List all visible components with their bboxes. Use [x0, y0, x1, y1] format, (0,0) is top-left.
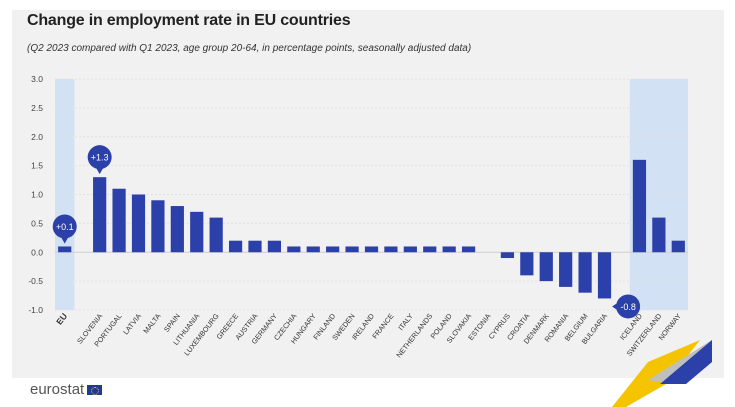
- bar-switzerland: [652, 217, 666, 253]
- callout-pointer: [612, 302, 619, 311]
- callout-label: +0.1: [56, 222, 74, 232]
- bar-greece: [228, 240, 243, 253]
- bars: [58, 159, 685, 299]
- bar-malta: [151, 200, 165, 253]
- callout-label: +1.3: [91, 153, 109, 163]
- ribbon-grey: [648, 340, 712, 384]
- eurostat-ribbon-graphic: [612, 340, 712, 407]
- value-callouts: +0.1 +1.3 -0.8: [52, 145, 641, 319]
- x-label-latvia: LATVIA: [121, 312, 143, 337]
- bar-romania: [559, 252, 573, 287]
- bar-austria: [248, 240, 262, 253]
- y-tick-label: 0.5: [31, 218, 43, 228]
- bar-iceland: [632, 159, 647, 253]
- gridlines: [55, 78, 688, 311]
- bar-netherlands: [423, 246, 437, 253]
- callout-bubble: [87, 145, 112, 170]
- bar-slovakia: [461, 246, 476, 253]
- bar-norway: [671, 240, 685, 253]
- bar-spain: [170, 206, 184, 253]
- bar-luxembourg: [209, 217, 223, 253]
- logo-text: eurostat: [30, 381, 85, 398]
- bar-italy: [403, 246, 417, 253]
- y-tick-label: 2.5: [31, 103, 43, 113]
- bar-belgium: [578, 252, 592, 293]
- x-label-malta: MALTA: [141, 312, 162, 336]
- bar-lithuania: [190, 211, 204, 253]
- bar-latvia: [131, 194, 146, 253]
- callout-label: -0.8: [620, 302, 636, 312]
- y-tick-label: 0.0: [31, 247, 43, 257]
- callout-bubble: [616, 294, 641, 319]
- x-label-eu: EU: [54, 311, 69, 326]
- bar-eu: [58, 246, 72, 253]
- bar-finland: [326, 246, 340, 253]
- bar-czechia: [287, 246, 301, 253]
- bar-portugal: [112, 188, 126, 253]
- bar-germany: [267, 240, 282, 253]
- bar-cyprus: [500, 252, 515, 259]
- bar-denmark: [539, 252, 553, 282]
- ribbon-yellow: [612, 340, 700, 407]
- bar-bulgaria: [597, 252, 612, 299]
- bar-ireland: [364, 246, 379, 253]
- y-tick-label: 2.0: [31, 132, 43, 142]
- callout-bubble: [52, 214, 77, 239]
- y-tick-label: 1.0: [31, 190, 43, 200]
- callout-pointer: [95, 167, 104, 175]
- ribbon-blue: [660, 340, 712, 384]
- x-label-italy: ITALY: [396, 312, 415, 333]
- bar-poland: [442, 246, 456, 253]
- bar-slovenia: [93, 177, 107, 253]
- eurostat-logo: eurostat: [30, 381, 103, 398]
- chart-subtitle: (Q2 2023 compared with Q1 2023, age grou…: [27, 43, 472, 54]
- callout-pointer: [60, 236, 69, 244]
- y-tick-label: -1.0: [28, 305, 43, 315]
- bar-croatia: [520, 252, 534, 276]
- y-tick-label: 3.0: [31, 74, 43, 84]
- chart-title: Change in employment rate in EU countrie…: [27, 12, 351, 29]
- y-tick-label: 1.5: [31, 161, 43, 171]
- y-axis-ticks: 3.0 2.5 2.0 1.5 1.0 0.5 0.0 -0.5 -1.0: [28, 74, 43, 315]
- bar-france: [384, 246, 398, 253]
- bar-hungary: [306, 246, 320, 253]
- y-tick-label: -0.5: [28, 276, 43, 286]
- bar-sweden: [345, 246, 359, 253]
- eu-flag-icon: [87, 384, 103, 395]
